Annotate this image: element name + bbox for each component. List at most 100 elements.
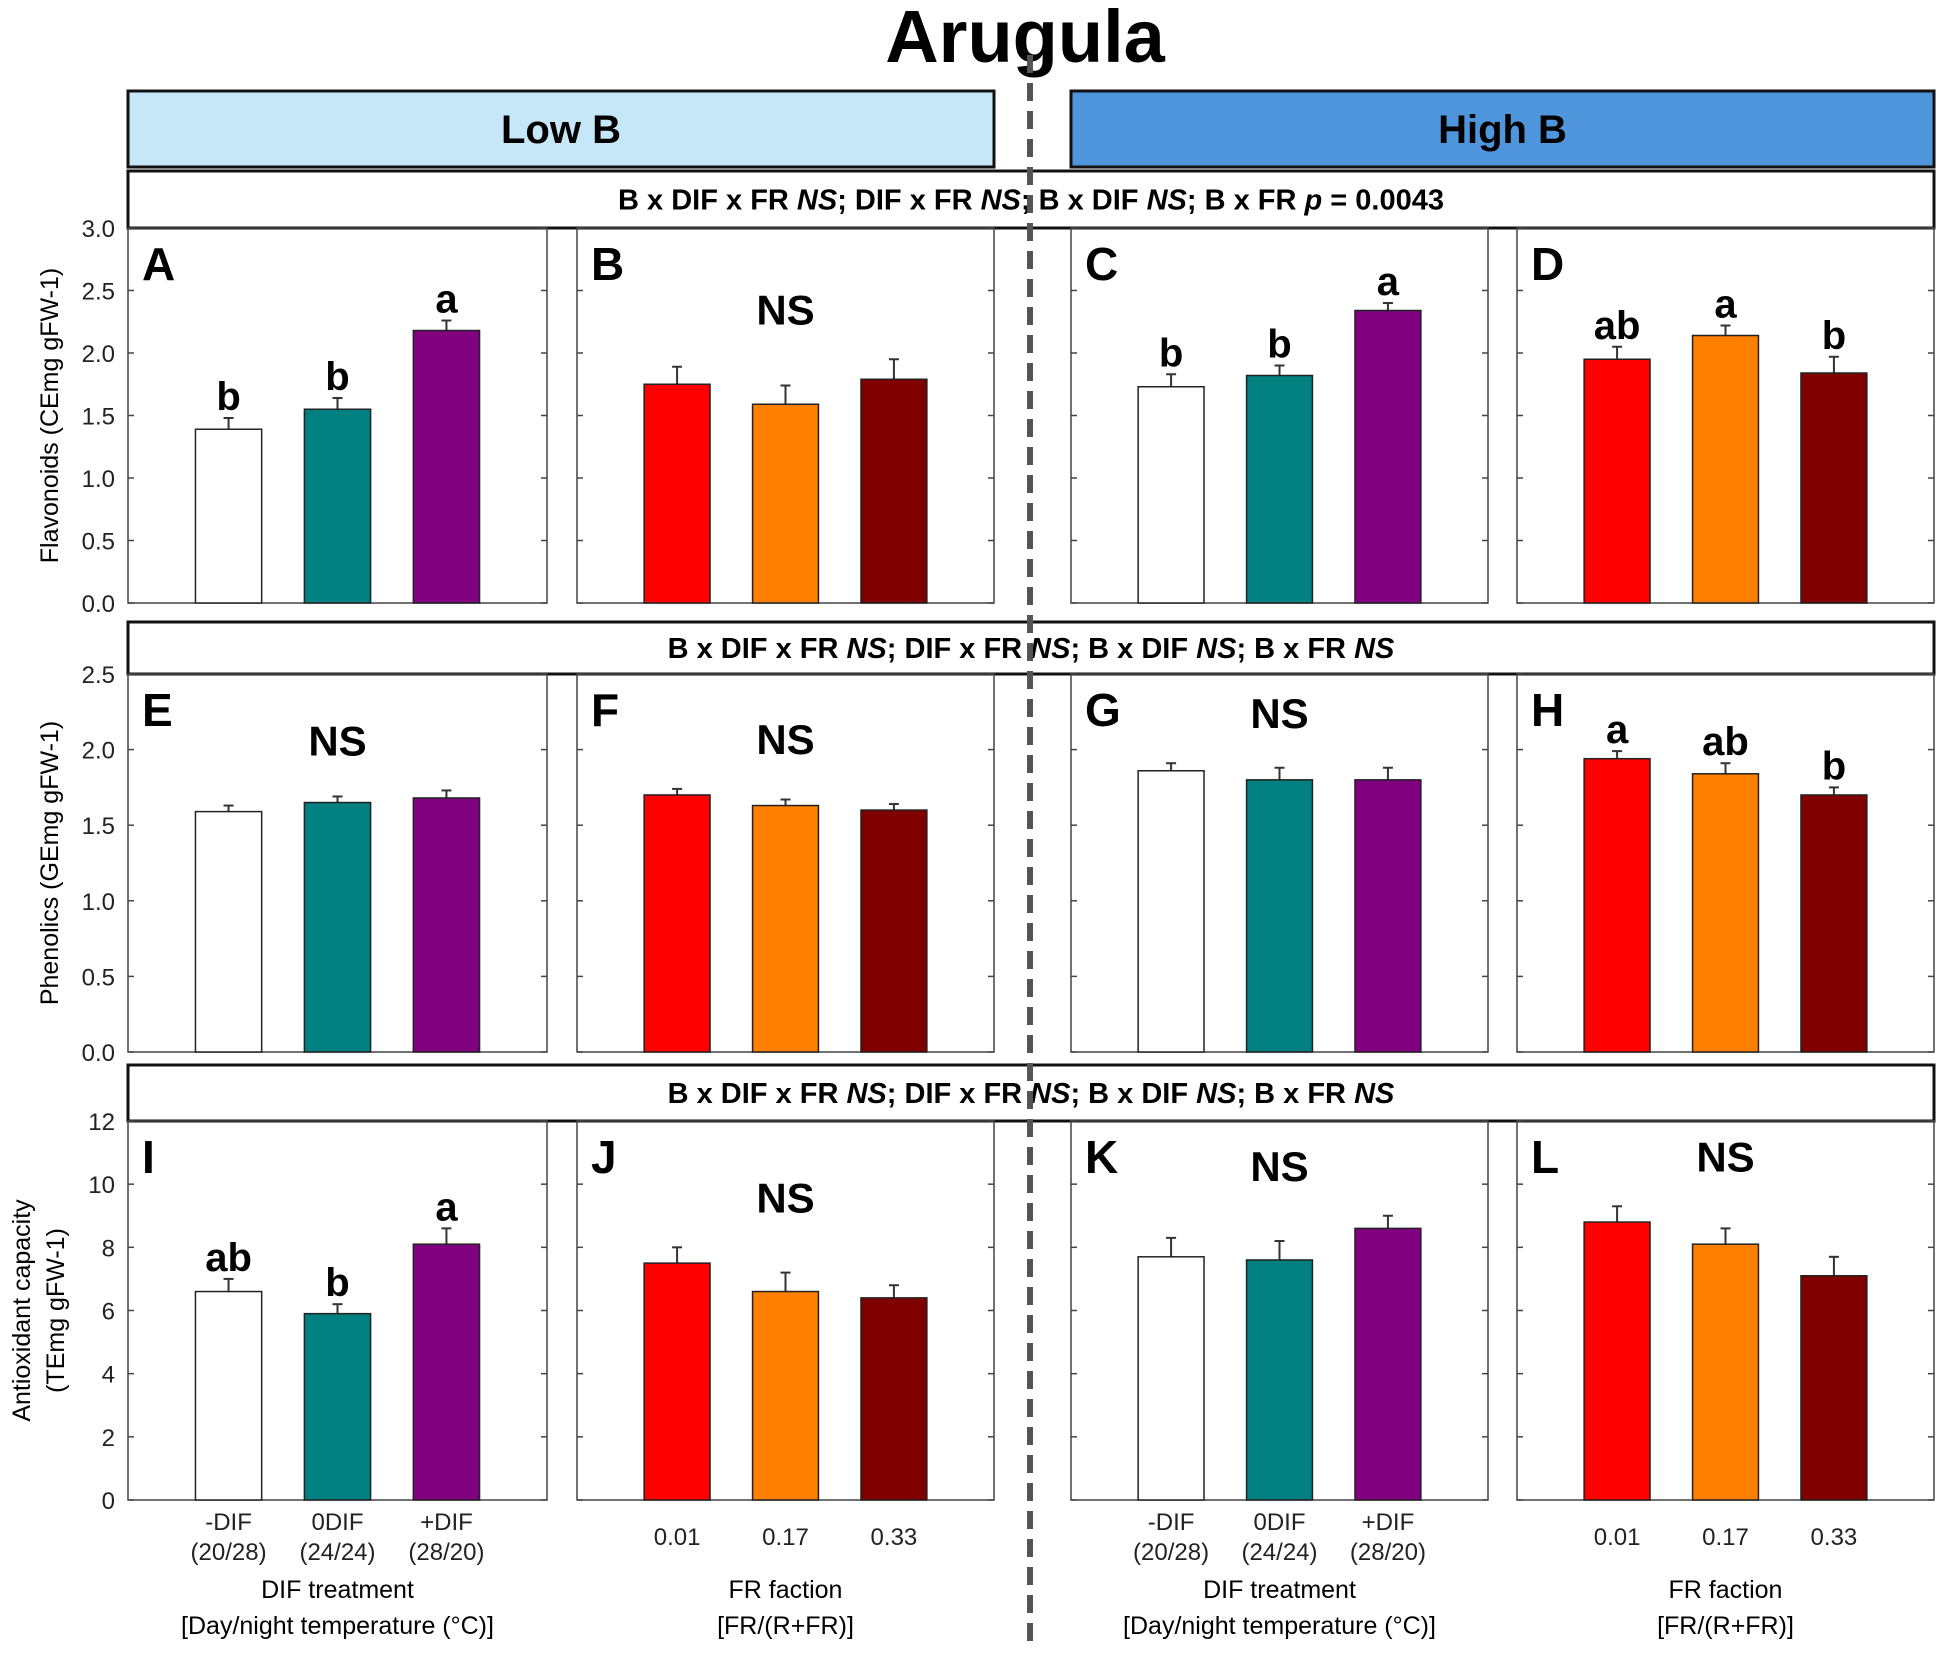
x-tick-label: (28/20) <box>408 1539 484 1566</box>
panel-J: J NS <box>576 1120 995 1501</box>
significance-letter: a <box>435 278 458 322</box>
panel-letter: D <box>1531 238 1564 290</box>
y-tick-label: 0 <box>102 1488 115 1515</box>
panel-B: B NS <box>576 227 995 604</box>
bar <box>1583 1221 1651 1501</box>
stats-text: B x DIF x FR NS; DIF x FR NS; B x DIF NS… <box>668 633 1395 665</box>
bar <box>751 804 820 1053</box>
y-axis-label: (TEmg gFW-1) <box>42 1228 70 1393</box>
ns-label: NS <box>308 717 366 764</box>
bar <box>1245 374 1314 604</box>
x-tick-label: -DIF <box>1148 1509 1195 1536</box>
bar <box>303 1312 372 1501</box>
significance-letter: b <box>216 375 240 419</box>
significance-letter: a <box>1606 708 1629 752</box>
x-axis-label: FR faction <box>1669 1576 1783 1604</box>
bar <box>1800 794 1868 1053</box>
panel-A: Ab b a <box>127 227 548 604</box>
stats-segment: NS <box>1196 633 1237 665</box>
x-axis-label: [Day/night temperature (°C)] <box>1123 1612 1436 1640</box>
stats-segment: B x DIF x FR <box>668 1078 847 1110</box>
bar <box>751 1290 820 1501</box>
stats-segment: = 0.0043 <box>1322 185 1444 217</box>
header-box-high-b <box>1069 89 1936 169</box>
bar <box>1354 779 1422 1053</box>
x-tick-label: +DIF <box>1362 1509 1415 1536</box>
bar <box>194 1290 263 1501</box>
x-tick-label: 0DIF <box>311 1509 363 1536</box>
x-tick-label: 0.33 <box>871 1524 918 1551</box>
stats-segment: NS <box>1030 1078 1071 1110</box>
bar <box>412 1243 481 1501</box>
stats-segment: ; DIF x FR <box>837 185 980 217</box>
bar <box>1583 358 1651 604</box>
panel-letter: B <box>591 238 624 290</box>
x-tick-label: 0.01 <box>654 1524 701 1551</box>
stats-segment: NS <box>797 185 838 217</box>
panel-D: Dab ab <box>1516 227 1935 604</box>
x-tick-label: 0.33 <box>1811 1524 1858 1551</box>
stats-segment: ; B x DIF <box>1070 633 1196 665</box>
panel-F: F NS <box>576 673 995 1053</box>
bar <box>860 1297 928 1501</box>
stats-segment: ; B x DIF <box>1021 185 1147 217</box>
x-tick-label: (20/28) <box>1133 1539 1209 1566</box>
stats-segment: p <box>1303 185 1322 217</box>
bar <box>1245 1259 1314 1501</box>
bar <box>1583 757 1651 1053</box>
bar <box>1800 372 1868 604</box>
panel-letter: L <box>1531 1131 1559 1183</box>
bar <box>860 809 928 1053</box>
bar <box>194 428 263 604</box>
stats-segment: ; B x FR <box>1236 633 1354 665</box>
x-axis-label: [FR/(R+FR)] <box>717 1612 854 1640</box>
panel-letter: K <box>1085 1131 1118 1183</box>
panel-G: G NS <box>1070 673 1489 1053</box>
bar <box>1354 1227 1422 1501</box>
y-axis-label: Flavonoids (CEmg gFW-1) <box>36 268 64 563</box>
x-tick-label: (24/24) <box>1241 1539 1317 1566</box>
panel-E: E NS <box>127 673 548 1053</box>
y-tick-label: 6 <box>102 1299 115 1326</box>
bar <box>1691 1243 1760 1501</box>
panel-L: L NS <box>1516 1120 1935 1501</box>
stats-segment: ; DIF x FR <box>887 1078 1030 1110</box>
bar <box>412 797 481 1053</box>
y-tick-label: 0.0 <box>82 591 115 618</box>
panel-K: K NS <box>1070 1120 1489 1501</box>
x-axis-label: FR faction <box>729 1576 843 1604</box>
stats-segment: B x DIF x FR <box>668 633 847 665</box>
y-tick-label: 2.5 <box>82 662 115 689</box>
bar <box>1137 1256 1205 1501</box>
ns-label: NS <box>1250 690 1308 737</box>
stats-segment: B x DIF x FR <box>618 185 797 217</box>
stats-segment: NS <box>1147 185 1188 217</box>
bar <box>1800 1275 1868 1501</box>
panel-I: Iab b a <box>127 1120 548 1501</box>
x-tick-label: +DIF <box>420 1509 473 1536</box>
stats-segment: ; B x FR <box>1236 1078 1354 1110</box>
panel-letter: A <box>142 238 175 290</box>
y-tick-label: 2.5 <box>82 279 115 306</box>
figure-title: Arugula <box>885 0 1165 78</box>
bar <box>1354 309 1422 604</box>
y-tick-label: 1.0 <box>82 466 115 493</box>
bar <box>1691 773 1760 1053</box>
y-tick-label: 1.0 <box>82 889 115 916</box>
y-axis-label: Phenolics (GEmg gFW-1) <box>36 721 64 1005</box>
significance-letter: b <box>1822 314 1846 358</box>
bar <box>303 801 372 1053</box>
x-axis-label: [Day/night temperature (°C)] <box>181 1612 494 1640</box>
significance-letter: a <box>1377 260 1400 304</box>
panel-letter: C <box>1085 238 1118 290</box>
y-tick-label: 0.5 <box>82 964 115 991</box>
stats-text: B x DIF x FR NS; DIF x FR NS; B x DIF NS… <box>668 1078 1395 1110</box>
panel-C: Cb b a <box>1070 227 1489 604</box>
y-tick-label: 2.0 <box>82 738 115 765</box>
ns-label: NS <box>756 1174 814 1221</box>
panel-letter: G <box>1085 684 1121 736</box>
y-tick-label: 2 <box>102 1425 115 1452</box>
bar <box>1137 386 1205 604</box>
